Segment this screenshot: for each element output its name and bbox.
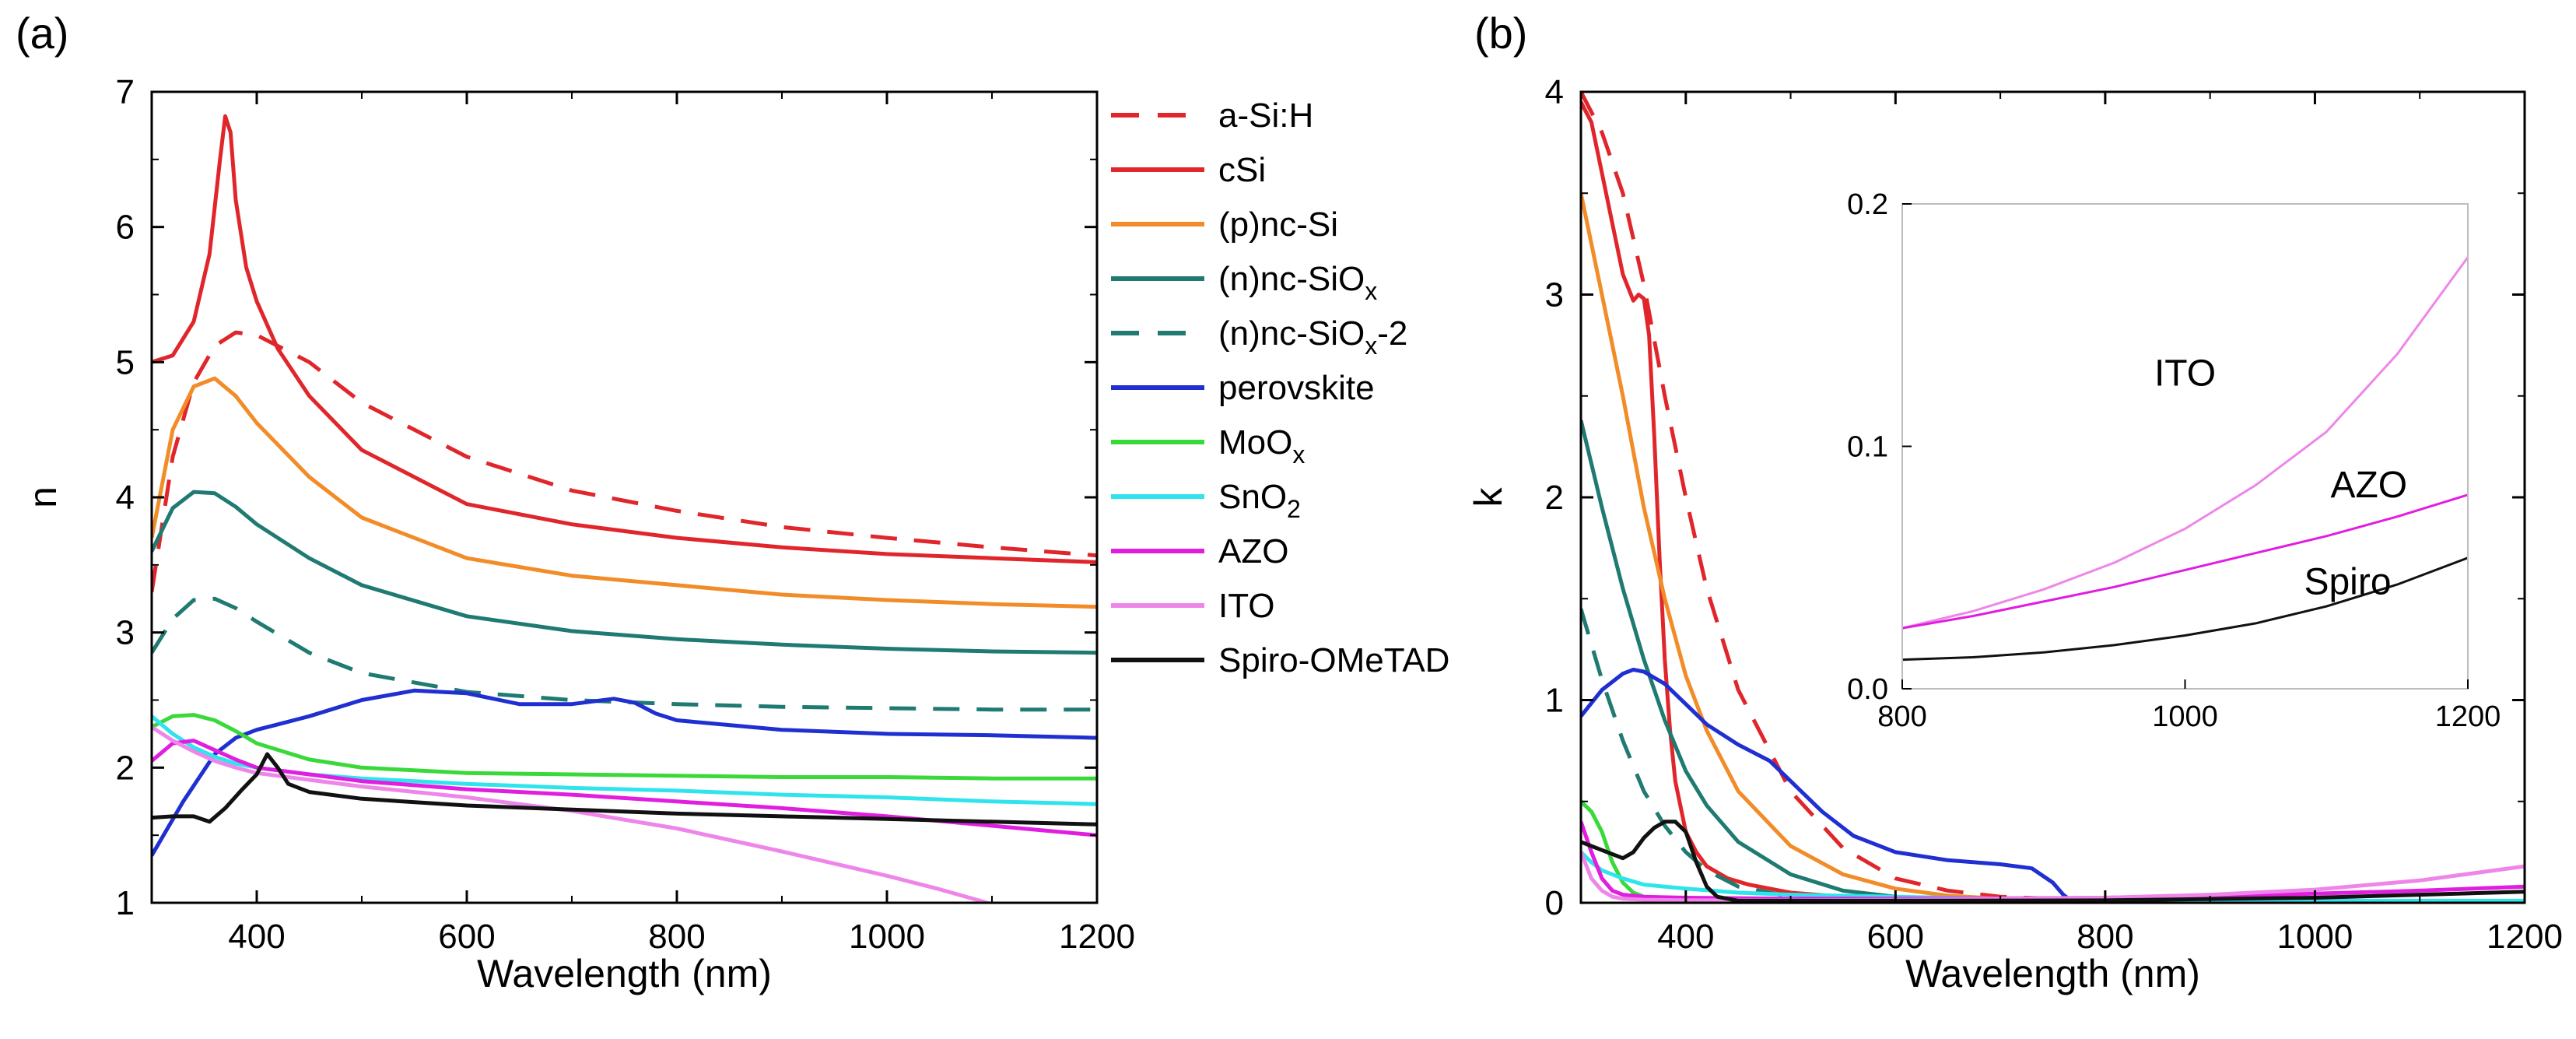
x-tick-label-a: 600 [438, 918, 495, 956]
y-tick-label-b: 1 [1545, 682, 1564, 720]
x-tick-label-b: 400 [1657, 918, 1714, 956]
legend-label-moox: MoOx [1218, 423, 1305, 469]
y-tick-label-b: 4 [1545, 73, 1564, 111]
x-tick-label-a: 400 [228, 918, 285, 956]
legend-label-azo: AZO [1218, 532, 1288, 570]
x-tick-label-b: 600 [1867, 918, 1924, 956]
x-tick-label-b: 800 [2077, 918, 2133, 956]
inset-background [1902, 204, 2468, 689]
series-a-n-nc-siox [152, 490, 1097, 655]
y-axis-title-a: n [21, 486, 65, 508]
legend-label-perovskite: perovskite [1218, 369, 1375, 407]
legend-label-spiro-ometad: Spiro-OMeTAD [1218, 641, 1449, 679]
x-axis-title-a: Wavelength (nm) [477, 952, 772, 995]
y-tick-label-a: 3 [116, 614, 135, 652]
legend-label-n-nc-siox-2: (n)nc-SiOx-2 [1218, 314, 1407, 360]
y-tick-label-b-inset: 0.1 [1847, 431, 1888, 464]
y-tick-label-a: 7 [116, 73, 135, 111]
series-a-n-nc-siox-2 [152, 596, 1097, 712]
y-tick-label-b: 0 [1545, 884, 1564, 922]
y-tick-label-b-inset: 0.0 [1847, 673, 1888, 706]
series-a-csi [152, 114, 1097, 564]
x-tick-label-b-inset: 1000 [2152, 700, 2218, 733]
series-b-inset-spiro-ometad [1902, 556, 2468, 662]
series-a-ito [152, 725, 993, 903]
x-tick-label-b-inset: 800 [1877, 700, 1926, 733]
series-b-spiro-ometad [1581, 820, 2525, 903]
y-tick-label-b: 2 [1545, 479, 1564, 517]
series-a-a-si-h [152, 330, 1097, 592]
y-tick-label-b: 3 [1545, 276, 1564, 314]
y-axis-title-b: k [1467, 487, 1510, 507]
y-tick-label-a: 4 [116, 479, 135, 517]
x-tick-label-a: 1200 [1059, 918, 1135, 956]
series-b-azo [1581, 820, 2525, 901]
chart-a: 400 600 800 1000 1200 1 2 3 4 5 6 7 Wavelength (nm) n [21, 73, 1135, 995]
series-b-sno2 [1581, 851, 2525, 903]
y-tick-label-a: 6 [116, 209, 135, 247]
x-tick-label-b-inset: 1200 [2435, 700, 2501, 733]
series-a-perovskite [152, 688, 1097, 857]
legend-label-sno2: SnO2 [1218, 478, 1301, 523]
series-a-p-nc-si [152, 376, 1097, 609]
series-a-azo [152, 739, 1097, 837]
legend: a-Si:H cSi (p)nc-Si (n)nc-SiOx (n)nc-SiOx-2 p… [1111, 97, 1449, 679]
y-tick-label-b-inset: 0.2 [1847, 188, 1888, 221]
legend-label-n-nc-siox: (n)nc-SiOx [1218, 260, 1377, 305]
x-tick-label-a: 800 [648, 918, 705, 956]
annotation-spiro: Spiro [2304, 562, 2391, 603]
series-a-moox [152, 713, 1097, 781]
legend-label-p-nc-si: (p)nc-Si [1218, 205, 1338, 244]
x-axis-title-b: Wavelength (nm) [1905, 952, 2200, 995]
series-b-inset-ito [1902, 256, 2468, 630]
x-tick-label-b: 1200 [2487, 918, 2563, 956]
panel-a-label: (a) [16, 9, 68, 58]
annotation-ito: ITO [2154, 353, 2216, 395]
series-b-inset-azo [1902, 493, 2468, 630]
x-tick-label-b: 1000 [2276, 918, 2353, 956]
y-tick-label-a: 2 [116, 749, 135, 787]
legend-label-csi: cSi [1218, 151, 1266, 189]
annotation-azo: AZO [2330, 465, 2407, 506]
y-tick-label-a: 1 [116, 884, 135, 922]
chart-b-inset: 800 1000 1200 0.0 0.1 0.2 ITO AZO Spiro [1847, 188, 2501, 733]
legend-label-a-si-h: a-Si:H [1218, 97, 1313, 135]
series-a-sno2 [152, 714, 1097, 806]
series-b-moox [1581, 799, 2525, 903]
series-a-spiro-ometad [152, 752, 1097, 827]
plot-frame-a [150, 90, 1099, 904]
x-tick-label-a: 1000 [849, 918, 925, 956]
legend-label-ito: ITO [1218, 587, 1275, 625]
chart-b: 400 600 800 1000 1200 0 1 2 3 4 Wavelength (nm) k [1467, 73, 2563, 995]
y-tick-label-a: 5 [116, 343, 135, 381]
panel-b-label: (b) [1474, 9, 1527, 58]
series-b-perovskite [1581, 667, 2525, 903]
